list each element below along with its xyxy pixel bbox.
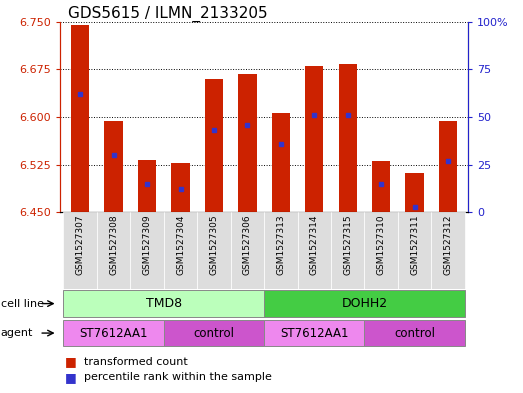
FancyBboxPatch shape	[63, 290, 264, 317]
FancyBboxPatch shape	[197, 212, 231, 289]
Text: GSM1527306: GSM1527306	[243, 215, 252, 275]
FancyBboxPatch shape	[63, 320, 164, 346]
Text: GSM1527310: GSM1527310	[377, 215, 385, 275]
FancyBboxPatch shape	[331, 212, 365, 289]
Bar	[105, 121, 123, 212]
Bar	[305, 66, 323, 212]
Text: TMD8: TMD8	[146, 297, 182, 310]
Text: GSM1527314: GSM1527314	[310, 215, 319, 275]
Text: GSM1527312: GSM1527312	[444, 215, 452, 275]
Text: ST7612AA1: ST7612AA1	[79, 327, 148, 340]
Text: ST7612AA1: ST7612AA1	[280, 327, 348, 340]
FancyBboxPatch shape	[365, 320, 465, 346]
FancyBboxPatch shape	[264, 212, 298, 289]
Bar	[372, 162, 390, 212]
Text: percentile rank within the sample: percentile rank within the sample	[84, 372, 271, 382]
Bar	[238, 74, 257, 212]
Bar	[138, 160, 156, 212]
Text: GSM1527315: GSM1527315	[343, 215, 352, 275]
FancyBboxPatch shape	[264, 290, 465, 317]
Text: GSM1527308: GSM1527308	[109, 215, 118, 275]
Bar	[205, 79, 223, 212]
Text: ■: ■	[65, 355, 77, 368]
Bar	[405, 173, 424, 212]
Bar	[439, 121, 457, 212]
Text: GSM1527309: GSM1527309	[143, 215, 152, 275]
Text: GSM1527305: GSM1527305	[209, 215, 219, 275]
Text: GDS5615 / ILMN_2133205: GDS5615 / ILMN_2133205	[69, 6, 268, 22]
FancyBboxPatch shape	[264, 320, 365, 346]
Text: GSM1527304: GSM1527304	[176, 215, 185, 275]
FancyBboxPatch shape	[164, 320, 264, 346]
Text: cell line: cell line	[1, 299, 43, 309]
Text: ■: ■	[65, 371, 77, 384]
FancyBboxPatch shape	[365, 212, 398, 289]
FancyBboxPatch shape	[298, 212, 331, 289]
Text: control: control	[194, 327, 234, 340]
Text: GSM1527313: GSM1527313	[276, 215, 286, 275]
FancyBboxPatch shape	[130, 212, 164, 289]
Text: GSM1527311: GSM1527311	[410, 215, 419, 275]
Bar	[338, 64, 357, 212]
FancyBboxPatch shape	[431, 212, 465, 289]
Text: GSM1527307: GSM1527307	[76, 215, 85, 275]
FancyBboxPatch shape	[97, 212, 130, 289]
FancyBboxPatch shape	[231, 212, 264, 289]
Text: transformed count: transformed count	[84, 356, 187, 367]
FancyBboxPatch shape	[164, 212, 197, 289]
FancyBboxPatch shape	[63, 212, 97, 289]
Bar	[71, 25, 89, 212]
Bar	[172, 163, 190, 212]
Text: control: control	[394, 327, 435, 340]
FancyBboxPatch shape	[398, 212, 431, 289]
Bar	[271, 113, 290, 212]
Text: agent: agent	[1, 328, 33, 338]
Text: DOHH2: DOHH2	[342, 297, 388, 310]
